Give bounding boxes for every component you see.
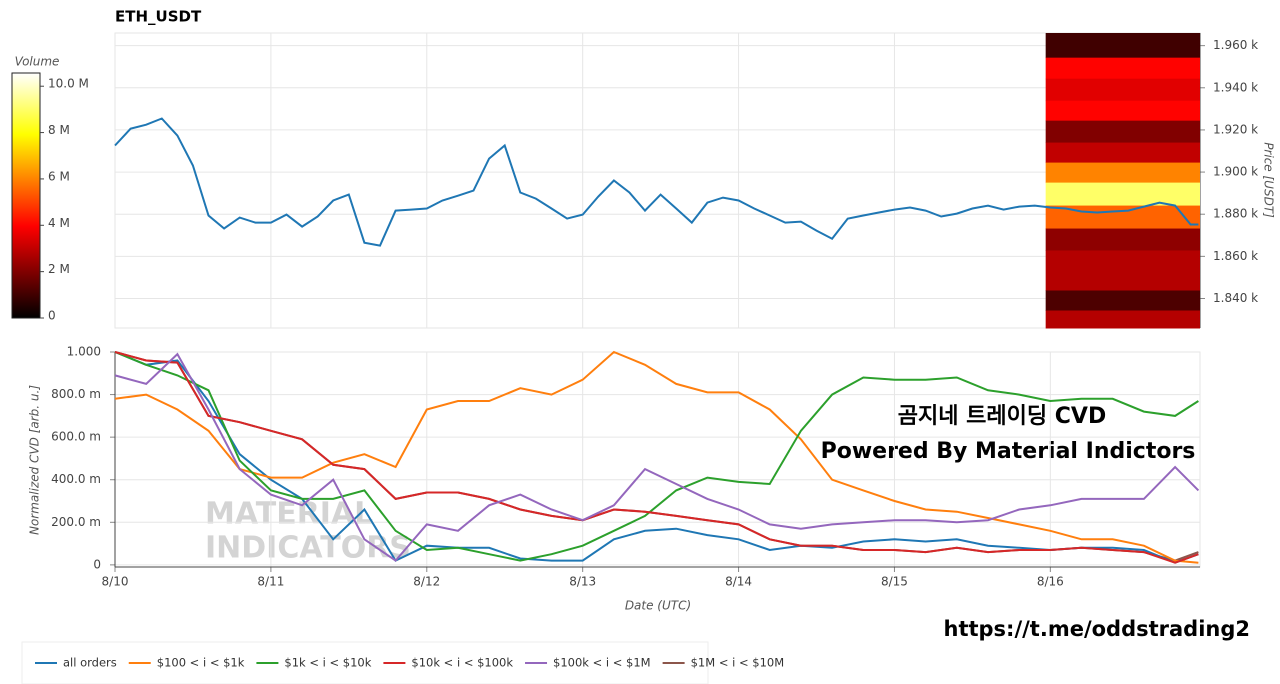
y-tick-label: 1.960 k (1213, 38, 1258, 52)
annotation: 곰지네 트레이딩 CVD (898, 404, 1106, 429)
heatmap-cell (1045, 100, 1200, 122)
x-tick-label: 8/12 (413, 575, 440, 589)
heatmap-cell (1045, 162, 1200, 184)
heatmap-cell (1045, 142, 1200, 164)
colorbar-tick-label: 0 (48, 309, 56, 323)
legend-label: $1k < i < $10k (284, 656, 371, 670)
legend-label: $100 < i < $1k (157, 656, 245, 670)
heatmap-cell (1045, 310, 1200, 329)
x-axis-label: Date (UTC) (625, 599, 691, 613)
y-tick-label: 400.0 m (51, 472, 101, 486)
legend-label: $1M < i < $10M (691, 656, 785, 670)
heatmap-cell (1045, 228, 1200, 251)
y-tick-label: 1.860 k (1213, 249, 1258, 263)
heatmap-cell (1045, 120, 1200, 144)
colorbar-tick-label: 2 M (48, 262, 70, 276)
cvd-line (114, 351, 1199, 564)
footer-link[interactable]: https://t.me/oddstrading2 (944, 617, 1251, 641)
y-axis-label: Normalized CVD [arb. u.] (28, 385, 42, 535)
y-tick-label: 1.920 k (1213, 122, 1258, 136)
heatmap-cell (1045, 250, 1200, 291)
heatmap-cell (1045, 33, 1200, 59)
colorbar-tick-label: 6 M (48, 169, 70, 183)
annotation: Powered By Material Indictors (821, 439, 1196, 464)
price-line (114, 117, 1199, 247)
y-tick-label: 0 (93, 557, 101, 571)
y-tick-label: 200.0 m (51, 515, 101, 529)
x-tick-label: 8/10 (102, 575, 129, 589)
y-tick-label: 1.940 k (1213, 80, 1258, 94)
chart-area: 8/10 8/11 8/12 8/13 8/14 8/15 8/16 0 200.0 m 400.… (51, 345, 1201, 589)
colorbar (11, 72, 41, 319)
heatmap-cell (1045, 290, 1200, 312)
y-tick-label: 1.000 (67, 345, 101, 359)
x-tick-label: 8/16 (1037, 575, 1064, 589)
cvd-line (114, 351, 1199, 564)
chart-area: 1.840 k 1.860 k 1.880 k 1.900 k 1.920 k 1.940… (114, 32, 1258, 329)
heatmap-cell (1045, 57, 1200, 80)
y-tick-label: 600.0 m (51, 430, 101, 444)
y-tick-label: 1.900 k (1213, 165, 1258, 179)
cvd-line (114, 352, 1200, 562)
colorbar-label: Volume (15, 55, 60, 69)
legend-label: $100k < i < $1M (553, 656, 651, 670)
heatmap-cell (1045, 78, 1200, 102)
chart-title: ETH_USDT (115, 8, 202, 26)
colorbar-tick-label: 8 M (48, 123, 70, 137)
heatmap-cell (1045, 182, 1200, 207)
y-axis-label: Price [USDT] (1262, 142, 1276, 218)
x-tick-label: 8/15 (881, 575, 908, 589)
y-tick-label: 1.840 k (1213, 291, 1258, 305)
colorbar-tick-label: 10.0 M (48, 77, 89, 91)
y-tick-label: 800.0 m (51, 387, 101, 401)
legend-label: all orders (63, 656, 117, 670)
x-tick-label: 8/14 (725, 575, 752, 589)
cvd-line (114, 350, 1199, 564)
y-tick-label: 1.880 k (1213, 207, 1258, 221)
colorbar-tick-label: 4 M (48, 216, 70, 230)
cvd-line (114, 351, 1199, 562)
x-tick-label: 8/13 (569, 575, 596, 589)
legend-label: $10k < i < $100k (411, 656, 513, 670)
x-tick-label: 8/11 (257, 575, 284, 589)
